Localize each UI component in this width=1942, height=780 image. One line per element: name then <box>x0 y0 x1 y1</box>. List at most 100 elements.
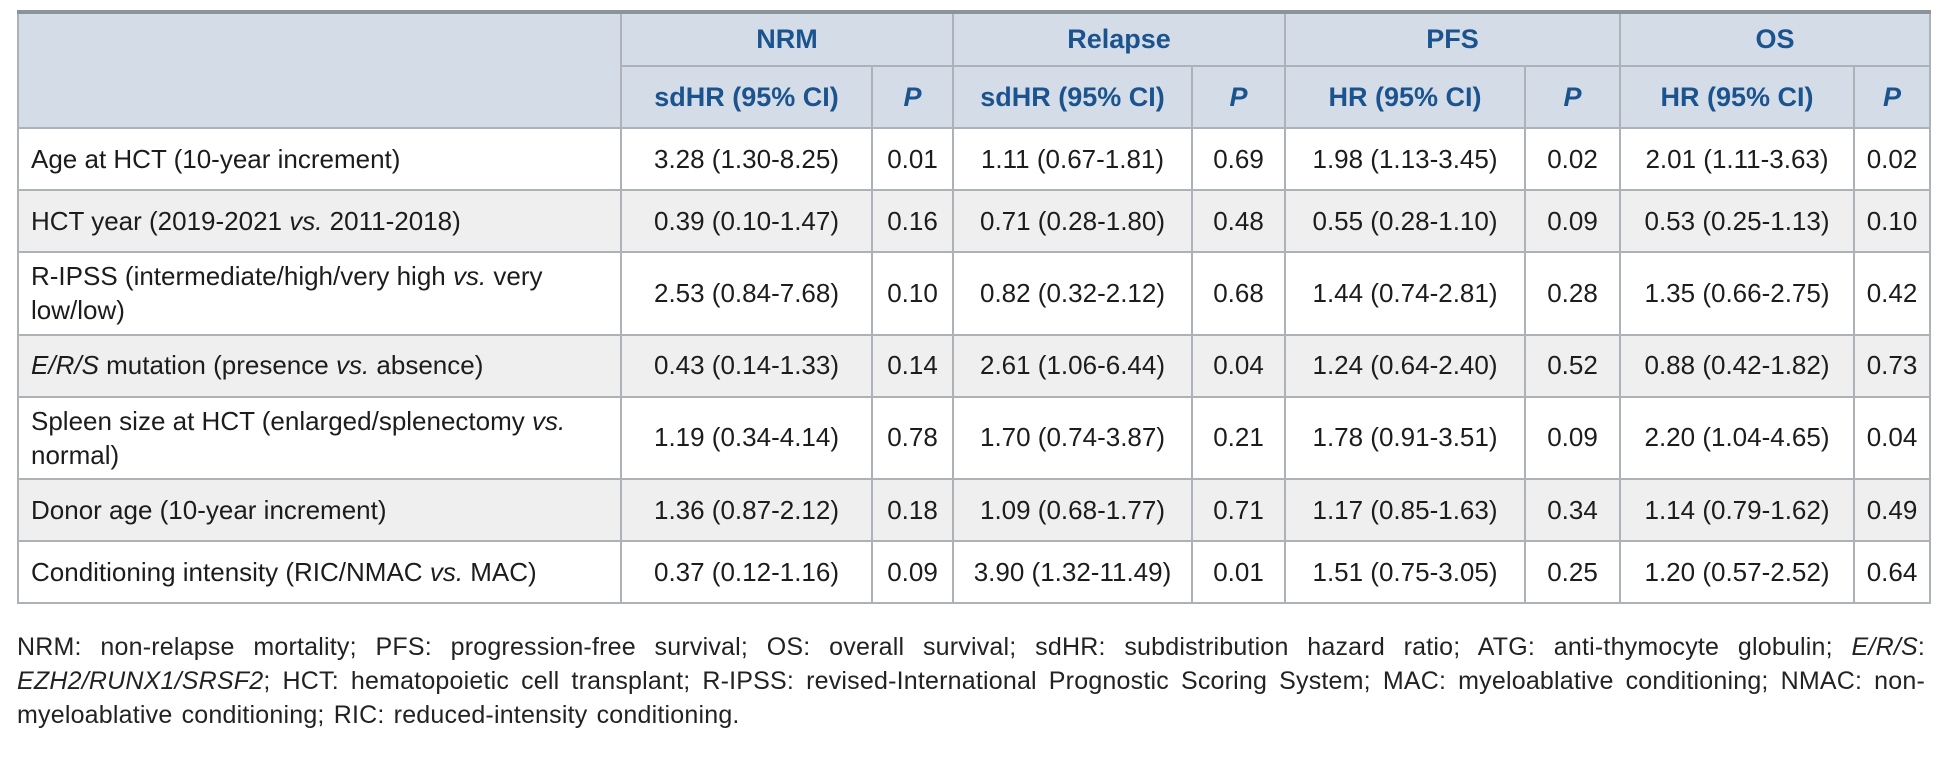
p-cell-os: 0.73 <box>1853 333 1932 398</box>
header-row-groups: NRM Relapse PFS OS <box>17 11 1932 129</box>
italic-text: vs. <box>532 405 566 436</box>
p-cell-relapse: 0.04 <box>1191 333 1286 398</box>
table-row-3: R-IPSS (intermediate/high/very high vs. … <box>17 251 1932 336</box>
estimate-cell-os: 0.53 (0.25-1.13) <box>1619 189 1856 253</box>
effect-header-os: HR (95% CI) <box>1619 65 1856 129</box>
estimate-cell-pfs: 1.78 (0.91-3.51) <box>1284 395 1526 481</box>
text: NRM: non-relapse mortality; PFS: progres… <box>17 633 1852 662</box>
p-cell-nrm: 0.10 <box>871 251 954 336</box>
text: ; HCT: hematopoietic cell transplant; R-… <box>17 667 1925 730</box>
table-row-1: Age at HCT (10-year increment) 3.28 (1.30… <box>17 127 1932 191</box>
p-cell-pfs: 0.09 <box>1523 395 1622 481</box>
estimate-cell-relapse: 1.11 (0.67-1.81) <box>952 127 1193 191</box>
p-cell-relapse: 0.69 <box>1191 127 1286 191</box>
estimate-cell-nrm: 0.43 (0.14-1.33) <box>620 333 873 398</box>
estimate-cell-os: 1.35 (0.66-2.75) <box>1619 251 1856 336</box>
p-cell-os: 0.64 <box>1853 540 1932 605</box>
estimate-cell-relapse: 3.90 (1.32-11.49) <box>952 540 1193 605</box>
estimate-cell-os: 2.20 (1.04-4.65) <box>1619 395 1856 481</box>
text: R-IPSS (intermediate/high/very high <box>31 261 453 291</box>
row-label: Conditioning intensity (RIC/NMAC vs. MAC… <box>17 540 622 605</box>
row-label: Spleen size at HCT (enlarged/splenectomy… <box>17 395 622 481</box>
p-cell-nrm: 0.09 <box>871 540 954 605</box>
table-row-7: Conditioning intensity (RIC/NMAC vs. MAC… <box>17 540 1932 605</box>
effect-header-relapse: sdHR (95% CI) <box>952 65 1193 129</box>
group-header-os: OS <box>1619 11 1932 67</box>
p-cell-nrm: 0.14 <box>871 333 954 398</box>
italic-text: E/R/S <box>31 350 99 381</box>
text: very low/low) <box>31 261 543 326</box>
p-cell-nrm: 0.01 <box>871 127 954 191</box>
p-cell-os: 0.02 <box>1853 127 1932 191</box>
effect-header-pfs: HR (95% CI) <box>1284 65 1526 129</box>
italic-text: vs. <box>289 205 323 236</box>
p-header-os: P <box>1853 65 1932 129</box>
text: 2011-2018) <box>322 205 461 236</box>
text: absence) <box>369 350 484 381</box>
estimate-cell-relapse: 2.61 (1.06-6.44) <box>952 333 1193 398</box>
estimate-cell-nrm: 2.53 (0.84-7.68) <box>620 251 873 336</box>
text: Conditioning intensity (RIC/NMAC <box>31 557 430 588</box>
estimate-cell-os: 1.14 (0.79-1.62) <box>1619 478 1856 543</box>
p-cell-relapse: 0.68 <box>1191 251 1286 336</box>
estimate-cell-os: 1.20 (0.57-2.52) <box>1619 540 1856 605</box>
p-cell-pfs: 0.02 <box>1523 127 1622 191</box>
p-cell-os: 0.04 <box>1853 395 1932 481</box>
p-cell-relapse: 0.01 <box>1191 540 1286 605</box>
p-header-pfs: P <box>1523 65 1622 129</box>
p-cell-pfs: 0.09 <box>1523 189 1622 253</box>
estimate-cell-relapse: 1.09 (0.68-1.77) <box>952 478 1193 543</box>
p-cell-nrm: 0.16 <box>871 189 954 253</box>
row-label: HCT year (2019-2021 vs. 2011-2018) <box>17 189 622 253</box>
estimate-cell-os: 2.01 (1.11-3.63) <box>1619 127 1856 191</box>
italic-text: vs. <box>335 350 370 381</box>
p-cell-pfs: 0.28 <box>1523 251 1622 336</box>
italic-text: E/R/S <box>1851 633 1918 662</box>
row-label: R-IPSS (intermediate/high/very high vs. … <box>17 251 622 336</box>
estimate-cell-nrm: 0.39 (0.10-1.47) <box>620 189 873 253</box>
text: MAC) <box>463 557 537 588</box>
text: Age at HCT (10-year increment) <box>31 143 401 174</box>
estimate-cell-nrm: 1.36 (0.87-2.12) <box>620 478 873 543</box>
p-header-relapse: P <box>1191 65 1286 129</box>
group-header-relapse: Relapse <box>952 11 1286 67</box>
group-header-pfs: PFS <box>1283 11 1622 67</box>
estimate-cell-nrm: 1.19 (0.34-4.14) <box>620 395 873 481</box>
estimate-cell-relapse: 0.71 (0.28-1.80) <box>952 189 1193 253</box>
p-cell-pfs: 0.34 <box>1523 478 1622 543</box>
italic-text: EZH2/RUNX1/SRSF2 <box>17 667 264 696</box>
row-label: Age at HCT (10-year increment) <box>17 127 622 191</box>
table-row-4: E/R/S mutation (presence vs. absence) 0.4… <box>17 333 1932 398</box>
italic-text: vs. <box>452 261 487 291</box>
estimate-cell-relapse: 1.70 (0.74-3.87) <box>952 395 1193 481</box>
estimate-cell-pfs: 1.51 (0.75-3.05) <box>1284 540 1526 605</box>
estimate-cell-nrm: 0.37 (0.12-1.16) <box>620 540 873 605</box>
table-row-6: Donor age (10-year increment) 1.36 (0.87-… <box>17 478 1932 543</box>
estimate-cell-pfs: 1.17 (0.85-1.63) <box>1284 478 1526 543</box>
p-cell-relapse: 0.71 <box>1191 478 1286 543</box>
p-cell-os: 0.10 <box>1853 189 1932 253</box>
p-cell-nrm: 0.18 <box>871 478 954 543</box>
text: mutation (presence <box>98 350 336 381</box>
p-cell-relapse: 0.21 <box>1191 395 1286 481</box>
p-cell-os: 0.49 <box>1853 478 1932 543</box>
estimate-cell-pfs: 0.55 (0.28-1.10) <box>1284 189 1526 253</box>
text: Donor age (10-year increment) <box>31 495 387 526</box>
p-cell-relapse: 0.48 <box>1191 189 1286 253</box>
group-header-nrm: NRM <box>620 11 954 67</box>
estimate-cell-pfs: 1.98 (1.13-3.45) <box>1284 127 1526 191</box>
text: : <box>1917 633 1925 662</box>
estimate-cell-nrm: 3.28 (1.30-8.25) <box>620 127 873 191</box>
row-label: E/R/S mutation (presence vs. absence) <box>17 333 622 398</box>
estimate-cell-relapse: 0.82 (0.32-2.12) <box>952 251 1193 336</box>
italic-text: vs. <box>429 557 464 588</box>
text: normal) <box>31 439 120 470</box>
corner-cell <box>17 11 622 129</box>
effect-header-nrm: sdHR (95% CI) <box>620 65 873 129</box>
estimate-cell-os: 0.88 (0.42-1.82) <box>1619 333 1856 398</box>
text: Spleen size at HCT (enlarged/splenectomy <box>31 405 532 436</box>
table-body: Age at HCT (10-year increment) 3.28 (1.30… <box>17 127 1932 605</box>
